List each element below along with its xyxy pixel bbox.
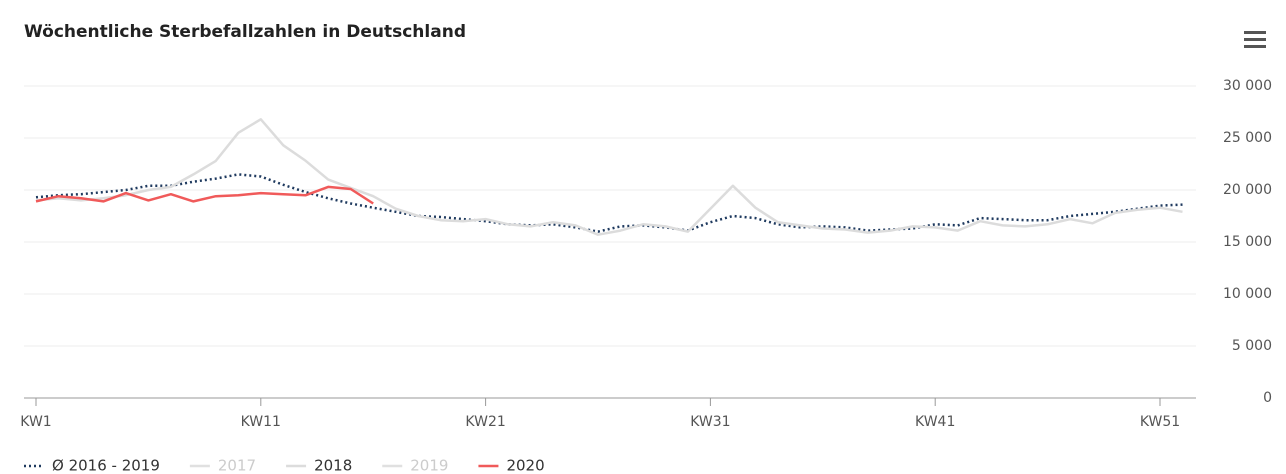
y-tick-label: 20 000 <box>1223 182 1272 198</box>
x-tick-label: KW21 <box>465 414 505 430</box>
menu-bar <box>1244 38 1266 41</box>
x-tick-label: KW51 <box>1140 414 1180 430</box>
y-tick-label: 5 000 <box>1232 338 1272 354</box>
x-tick-label: KW1 <box>20 414 51 430</box>
y-tick-label: 15 000 <box>1223 234 1272 250</box>
chart-title: Wöchentliche Sterbefallzahlen in Deutsch… <box>24 22 466 42</box>
y-tick-label: 10 000 <box>1223 286 1272 302</box>
x-tick-label: KW31 <box>690 414 730 430</box>
legend-label: 2018 <box>314 457 352 474</box>
menu-button[interactable] <box>1244 31 1266 48</box>
menu-bar <box>1244 45 1266 48</box>
y-tick-label: 30 000 <box>1223 78 1272 94</box>
legend-label: Ø 2016 - 2019 <box>52 457 160 474</box>
x-tick-label: KW11 <box>241 414 281 430</box>
series-line <box>35 118 1183 236</box>
y-tick-label: 25 000 <box>1223 130 1272 146</box>
legend-label: 2020 <box>506 457 544 474</box>
series-line <box>35 173 1183 233</box>
y-tick-label: 0 <box>1263 390 1272 406</box>
legend-label: 2017 <box>218 457 256 474</box>
series-line <box>35 185 374 205</box>
legend-label: 2019 <box>410 457 448 474</box>
x-tick-label: KW41 <box>915 414 955 430</box>
menu-bar <box>1244 31 1266 34</box>
